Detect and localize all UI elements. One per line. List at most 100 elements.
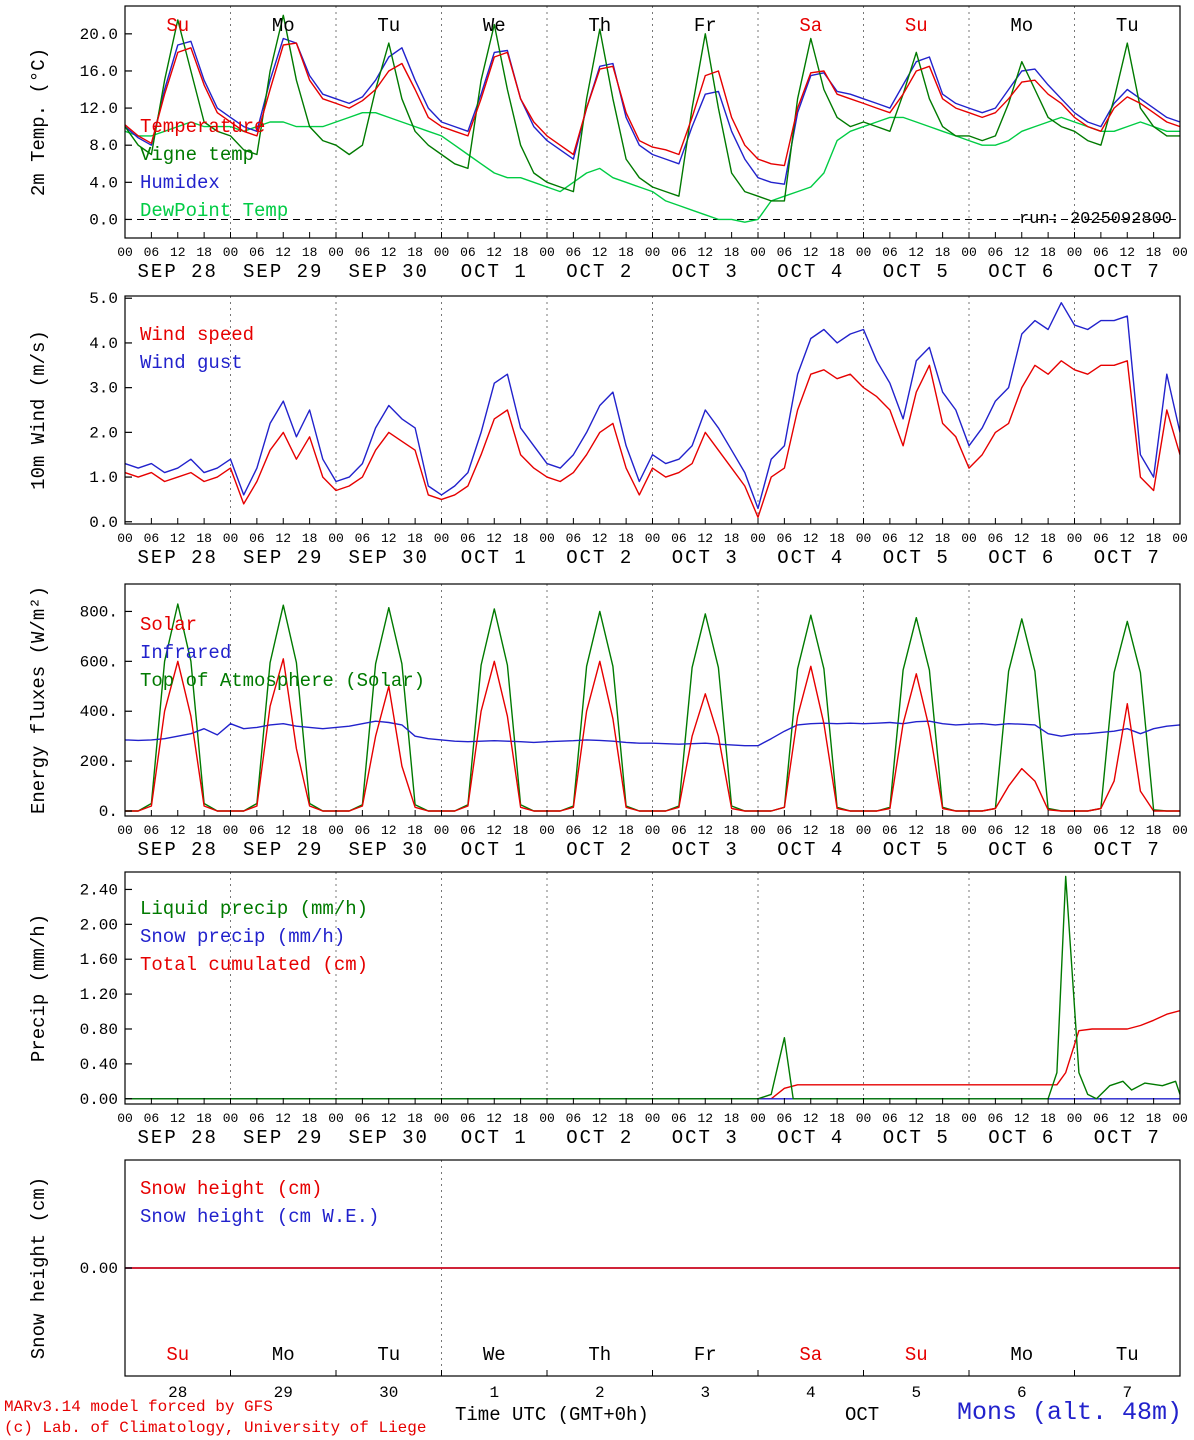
date-label: SEP 29	[243, 1127, 323, 1149]
hour-tick-label: 18	[407, 823, 423, 838]
hour-tick-label: 18	[513, 1111, 529, 1126]
hour-tick-label: 12	[1014, 1111, 1030, 1126]
y-tick-label: 2.0	[89, 424, 118, 442]
weekday-label: Su	[166, 15, 189, 37]
y-tick-label: 1.20	[80, 986, 118, 1004]
hour-tick-label: 00	[434, 823, 450, 838]
hour-tick-label: 12	[170, 823, 186, 838]
legend-item: Snow height (cm)	[140, 1178, 322, 1200]
hour-tick-label: 00	[328, 823, 344, 838]
hour-tick-label: 12	[803, 1111, 819, 1126]
hour-tick-label: 00	[117, 1111, 133, 1126]
y-axis-title: Energy fluxes (W/m²)	[28, 586, 50, 814]
weekday-label: Th	[588, 15, 611, 37]
hour-tick-label: 12	[908, 245, 924, 260]
hour-tick-label: 18	[407, 1111, 423, 1126]
date-label: OCT 7	[1094, 839, 1161, 861]
y-tick-label: 400.	[80, 703, 118, 721]
date-label: OCT 4	[777, 261, 844, 283]
hour-tick-label: 00	[856, 531, 872, 546]
weekday-label: Mo	[272, 15, 295, 37]
y-tick-label: 0.00	[80, 1091, 118, 1109]
date-label: SEP 28	[138, 839, 218, 861]
hour-tick-label: 00	[539, 1111, 555, 1126]
hour-tick-label: 12	[381, 531, 397, 546]
hour-tick-label: 18	[1146, 531, 1162, 546]
hour-tick-label: 18	[829, 531, 845, 546]
hour-tick-label: 12	[1014, 531, 1030, 546]
hour-tick-label: 12	[170, 1111, 186, 1126]
credit-line-2: (c) Lab. of Climatology, University of L…	[4, 1419, 427, 1437]
hour-tick-label: 06	[671, 1111, 687, 1126]
series-infrared	[125, 720, 1180, 747]
hour-tick-label: 06	[671, 823, 687, 838]
hour-tick-label: 06	[882, 531, 898, 546]
series-temperature	[125, 42, 1180, 167]
hour-tick-label: 00	[223, 823, 239, 838]
hour-tick-label: 06	[249, 1111, 265, 1126]
hour-tick-label: 18	[618, 245, 634, 260]
legend-item: Liquid precip (mm/h)	[140, 898, 368, 920]
hour-tick-label: 06	[882, 1111, 898, 1126]
hour-tick-label: 12	[697, 531, 713, 546]
hour-tick-label: 00	[223, 531, 239, 546]
hour-tick-label: 12	[275, 531, 291, 546]
hour-tick-label: 18	[302, 823, 318, 838]
weekday-label: Su	[905, 1344, 928, 1366]
hour-tick-label: 12	[697, 823, 713, 838]
date-label: OCT 2	[566, 839, 633, 861]
hour-tick-label: 18	[196, 531, 212, 546]
hour-tick-label: 12	[592, 531, 608, 546]
hour-tick-label: 12	[275, 245, 291, 260]
y-tick-label: 2.40	[80, 881, 118, 899]
hour-tick-label: 12	[381, 245, 397, 260]
date-label: OCT 5	[883, 839, 950, 861]
hour-tick-label: 18	[724, 245, 740, 260]
hour-tick-label: 06	[988, 1111, 1004, 1126]
hour-tick-label: 18	[1146, 1111, 1162, 1126]
hour-tick-label: 06	[882, 823, 898, 838]
weekday-label: We	[483, 15, 506, 37]
y-tick-label: 4.0	[89, 335, 118, 353]
date-label: OCT 6	[988, 547, 1055, 569]
weekday-label: Mo	[1010, 15, 1033, 37]
date-label: OCT 3	[672, 839, 739, 861]
y-axis-title: Precip (mm/h)	[28, 914, 50, 1062]
series-dewpoint-temp	[125, 111, 1180, 223]
hour-tick-label: 00	[539, 823, 555, 838]
date-label: SEP 29	[243, 839, 323, 861]
hour-tick-label: 00	[539, 531, 555, 546]
month-label: OCT	[845, 1404, 880, 1426]
legend-item: DewPoint Temp	[140, 200, 288, 222]
panel-4: 0.00 Su Mo Tu We Th Fr Sa Su Mo Tu 28 29 30 1 2 3 4 5 6 7 Sno…	[28, 1159, 1181, 1402]
run-label: run: 2025092800	[1018, 210, 1172, 229]
y-tick-label: 16.0	[80, 63, 118, 81]
hour-tick-label: 00	[645, 245, 661, 260]
date-label: OCT 2	[566, 547, 633, 569]
date-label: OCT 6	[988, 261, 1055, 283]
weekday-label: Fr	[694, 1344, 717, 1366]
date-label: OCT 6	[988, 839, 1055, 861]
date-label: SEP 28	[138, 261, 218, 283]
hour-tick-label: 06	[460, 823, 476, 838]
y-tick-label: 3.0	[89, 380, 118, 398]
hour-tick-label: 06	[777, 1111, 793, 1126]
hour-tick-label: 18	[1040, 1111, 1056, 1126]
day-number-label: 6	[1017, 1384, 1027, 1402]
hour-tick-label: 06	[882, 245, 898, 260]
hour-tick-label: 12	[803, 531, 819, 546]
date-label: SEP 29	[243, 547, 323, 569]
hour-tick-label: 00	[328, 245, 344, 260]
date-label: OCT 5	[883, 261, 950, 283]
date-label: SEP 28	[138, 547, 218, 569]
hour-tick-label: 12	[1119, 531, 1135, 546]
hour-tick-label: 00	[961, 823, 977, 838]
date-label: SEP 30	[349, 1127, 429, 1149]
hour-tick-label: 12	[381, 823, 397, 838]
hour-tick-label: 06	[566, 823, 582, 838]
hour-tick-label: 12	[1014, 823, 1030, 838]
hour-tick-label: 18	[302, 1111, 318, 1126]
hour-tick-label: 00	[1067, 245, 1083, 260]
hour-tick-label: 18	[1146, 823, 1162, 838]
